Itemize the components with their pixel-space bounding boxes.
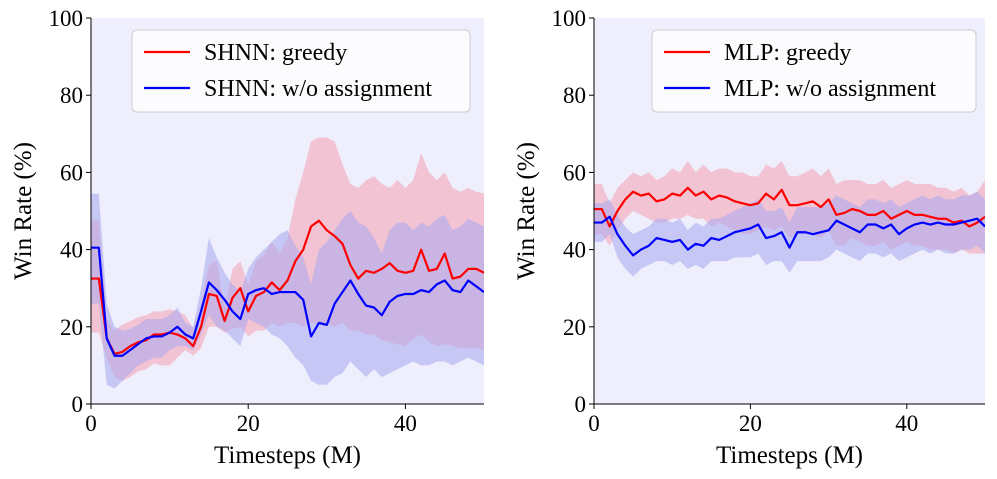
legend-label: SHNN: greedy — [204, 40, 347, 66]
y-tick-label: 40 — [563, 238, 586, 263]
legend-label: MLP: greedy — [724, 40, 851, 66]
y-axis-label: Win Rate (%) — [10, 142, 37, 280]
x-tick-label: 40 — [394, 411, 417, 436]
y-tick-label: 60 — [60, 160, 83, 185]
y-tick-label: 80 — [60, 83, 83, 108]
legend-label: SHNN: w/o assignment — [204, 76, 432, 102]
x-tick-label: 20 — [739, 411, 762, 436]
series-line-wo-assignment — [91, 246, 484, 357]
x-axis-label: Timesteps (M) — [214, 442, 361, 469]
x-axis-label: Timesteps (M) — [716, 442, 863, 469]
y-tick-label: 60 — [563, 160, 586, 185]
plot-area — [594, 160, 985, 277]
chart-panel-1: 0 20 40 60 80 100 0 20 40 Timesteps (M) Win Rate (… — [10, 6, 484, 469]
y-axis-label: Win Rate (%) — [513, 142, 540, 280]
legend: SHNN: greedy SHNN: w/o assignment — [131, 29, 471, 113]
plot-area — [91, 137, 484, 389]
y-tick-label: 80 — [563, 83, 586, 108]
confidence-band-wo-assignment — [594, 191, 985, 277]
y-tick-label: 0 — [575, 392, 587, 417]
series-line-wo-assignment — [594, 215, 985, 257]
legend: MLP: greedy MLP: w/o assignment — [651, 29, 977, 113]
x-tick-label: 0 — [85, 411, 97, 436]
y-tick-label: 100 — [552, 6, 587, 31]
x-tick-label: 0 — [588, 411, 600, 436]
legend-label: MLP: w/o assignment — [724, 76, 936, 102]
y-tick-label: 20 — [563, 315, 586, 340]
y-tick-label: 0 — [72, 392, 84, 417]
x-tick-label: 40 — [895, 411, 918, 436]
y-tick-label: 100 — [49, 6, 84, 31]
y-tick-label: 20 — [60, 315, 83, 340]
y-tick-label: 40 — [60, 238, 83, 263]
legend-box — [651, 29, 977, 113]
legend-box — [131, 29, 471, 113]
series-line-greedy — [91, 219, 484, 355]
x-tick-label: 20 — [237, 411, 260, 436]
chart-panel-2: 0 20 40 60 80 100 0 20 40 Timesteps (M) Win Rate (… — [513, 6, 985, 469]
series-line-greedy — [594, 186, 985, 228]
